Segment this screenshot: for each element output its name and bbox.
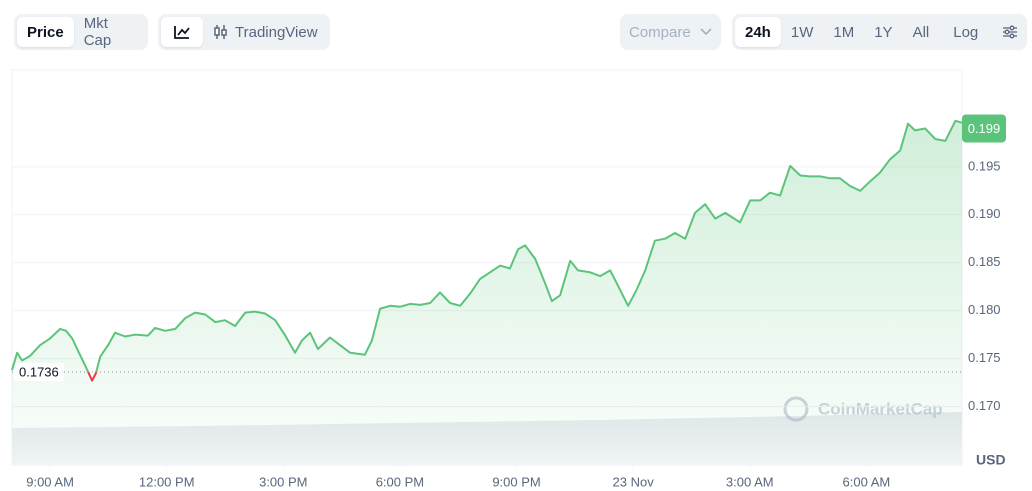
- reference-label: 0.1736: [19, 364, 59, 379]
- settings-icon: [1003, 25, 1018, 39]
- candle-icon: [214, 25, 227, 39]
- reference-label-bg: [14, 363, 64, 382]
- x-tick-label: 9:00 AM: [26, 474, 74, 489]
- x-tick-label: 3:00 PM: [259, 474, 307, 489]
- x-tick-label: 23 Nov: [613, 474, 655, 489]
- tradingview-button[interactable]: TradingView: [203, 17, 328, 47]
- tab[interactable]: Price: [17, 17, 74, 47]
- unit-label: USD: [976, 452, 1006, 468]
- mode-group: TradingView: [158, 14, 330, 50]
- x-tick-label: 6:00 AM: [843, 474, 891, 489]
- line-icon: [174, 26, 190, 39]
- watermark: CoinMarketCap: [783, 396, 943, 422]
- price-line: [11, 119, 963, 382]
- range-button[interactable]: 1Y: [874, 23, 893, 41]
- compare-label: Compare: [629, 23, 691, 41]
- tab[interactable]: Mkt Cap: [83, 15, 112, 49]
- x-tick-label: 12:00 PM: [139, 474, 195, 489]
- log-button[interactable]: Log: [953, 23, 979, 41]
- watermark-text: CoinMarketCap: [818, 399, 943, 418]
- price-area: [12, 120, 962, 466]
- y-tick-label: 0.190: [968, 206, 1001, 221]
- tradingview-label: TradingView: [235, 23, 318, 41]
- y-tick-label: 0.185: [968, 254, 1001, 269]
- last-price-label: 0.199: [968, 121, 1001, 136]
- plot-frame: [11, 69, 963, 466]
- chevron-icon: [700, 28, 712, 36]
- range-button[interactable]: 1M: [833, 23, 855, 41]
- watermark-logo: [783, 396, 809, 422]
- x-tick-label: 6:00 PM: [376, 474, 424, 489]
- last-price-tag: [962, 114, 1006, 143]
- tab-group: Price Mkt Cap: [14, 14, 148, 50]
- volume-backdrop: [12, 412, 962, 465]
- x-tick-label: 9:00 PM: [492, 474, 540, 489]
- range-button[interactable]: 24h: [735, 17, 781, 47]
- y-tick-label: 0.175: [968, 350, 1001, 365]
- x-tick-label: 3:00 AM: [726, 474, 774, 489]
- y-tick-label: 0.195: [968, 158, 1001, 173]
- line-mode-button[interactable]: [161, 17, 203, 47]
- settings-button[interactable]: [992, 17, 1028, 47]
- compare-dropdown[interactable]: Compare: [620, 14, 721, 50]
- range-group: 24h 1W 1M 1Y All Log: [732, 14, 1027, 50]
- y-tick-label: 0.170: [968, 398, 1001, 413]
- range-button[interactable]: All: [912, 23, 930, 41]
- range-button[interactable]: 1W: [790, 23, 814, 41]
- y-tick-label: 0.180: [968, 302, 1001, 317]
